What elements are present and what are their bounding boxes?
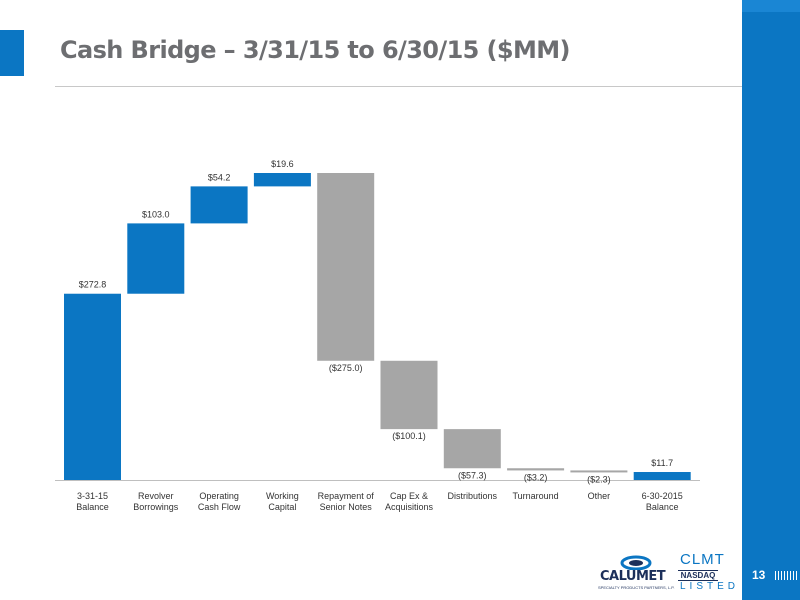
data-label-0: $272.8 — [79, 280, 107, 290]
calumet-logo-sub: SPECIALTY PRODUCTS PARTNERS, L.P. — [598, 585, 675, 590]
bar-2 — [190, 186, 248, 224]
data-label-6: ($57.3) — [458, 470, 487, 480]
nasdaq-logo: NASDAQ — [678, 570, 718, 581]
calumet-flame-icon — [620, 555, 652, 570]
category-label-6-0: Distributions — [448, 491, 498, 501]
category-label-2-0: Operating — [199, 491, 239, 501]
data-label-5: ($100.1) — [392, 431, 426, 441]
listed-text: LISTED — [680, 581, 740, 592]
category-label-4-1: Senior Notes — [320, 502, 373, 512]
bar-8 — [570, 470, 628, 473]
data-label-8: ($2.3) — [587, 474, 611, 484]
category-label-1-1: Borrowings — [133, 502, 179, 512]
category-label-2-1: Cash Flow — [198, 502, 241, 512]
bar-7 — [507, 468, 565, 471]
category-label-5-1: Acquisitions — [385, 502, 434, 512]
category-label-7-0: Turnaround — [512, 491, 558, 501]
footer-logos: CALUMET SPECIALTY PRODUCTS PARTNERS, L.P… — [594, 551, 735, 594]
category-label-8-0: Other — [588, 491, 611, 501]
bar-5 — [380, 360, 438, 430]
bar-4 — [317, 173, 375, 361]
category-label-3-1: Capital — [268, 502, 296, 512]
right-brand-bar-top — [742, 0, 800, 12]
bar-9 — [633, 472, 691, 480]
category-label-5-0: Cap Ex & — [390, 491, 428, 501]
data-label-3: $19.6 — [271, 159, 294, 169]
category-label-9-0: 6-30-2015 — [642, 491, 683, 501]
title-divider — [55, 86, 745, 87]
category-label-9-1: Balance — [646, 502, 679, 512]
category-label-3-0: Working — [266, 491, 299, 501]
category-label-0-1: Balance — [76, 502, 109, 512]
category-label-4-0: Repayment of — [318, 491, 375, 501]
calumet-logo: CALUMET — [600, 569, 666, 584]
category-label-0-0: 3-31-15 — [77, 491, 108, 501]
page-title: Cash Bridge – 3/31/15 to 6/30/15 ($MM) — [60, 36, 571, 64]
bar-1 — [127, 223, 185, 294]
bar-6 — [443, 429, 501, 469]
ticker-symbol: CLMT — [680, 551, 725, 568]
data-label-4: ($275.0) — [329, 363, 363, 373]
data-label-1: $103.0 — [142, 209, 170, 219]
page-number-ticks — [775, 571, 797, 580]
data-label-2: $54.2 — [208, 172, 231, 182]
data-label-7: ($3.2) — [524, 472, 548, 482]
page-number: 13 — [752, 568, 766, 582]
bar-0 — [64, 293, 121, 480]
data-label-9: $11.7 — [651, 458, 673, 468]
cash-bridge-chart: $272.83-31-15Balance$103.0RevolverBorrow… — [55, 159, 700, 512]
bar-3 — [253, 173, 311, 187]
title-accent-tab — [0, 30, 24, 76]
category-label-1-0: Revolver — [138, 491, 174, 501]
right-brand-bar — [742, 0, 800, 600]
